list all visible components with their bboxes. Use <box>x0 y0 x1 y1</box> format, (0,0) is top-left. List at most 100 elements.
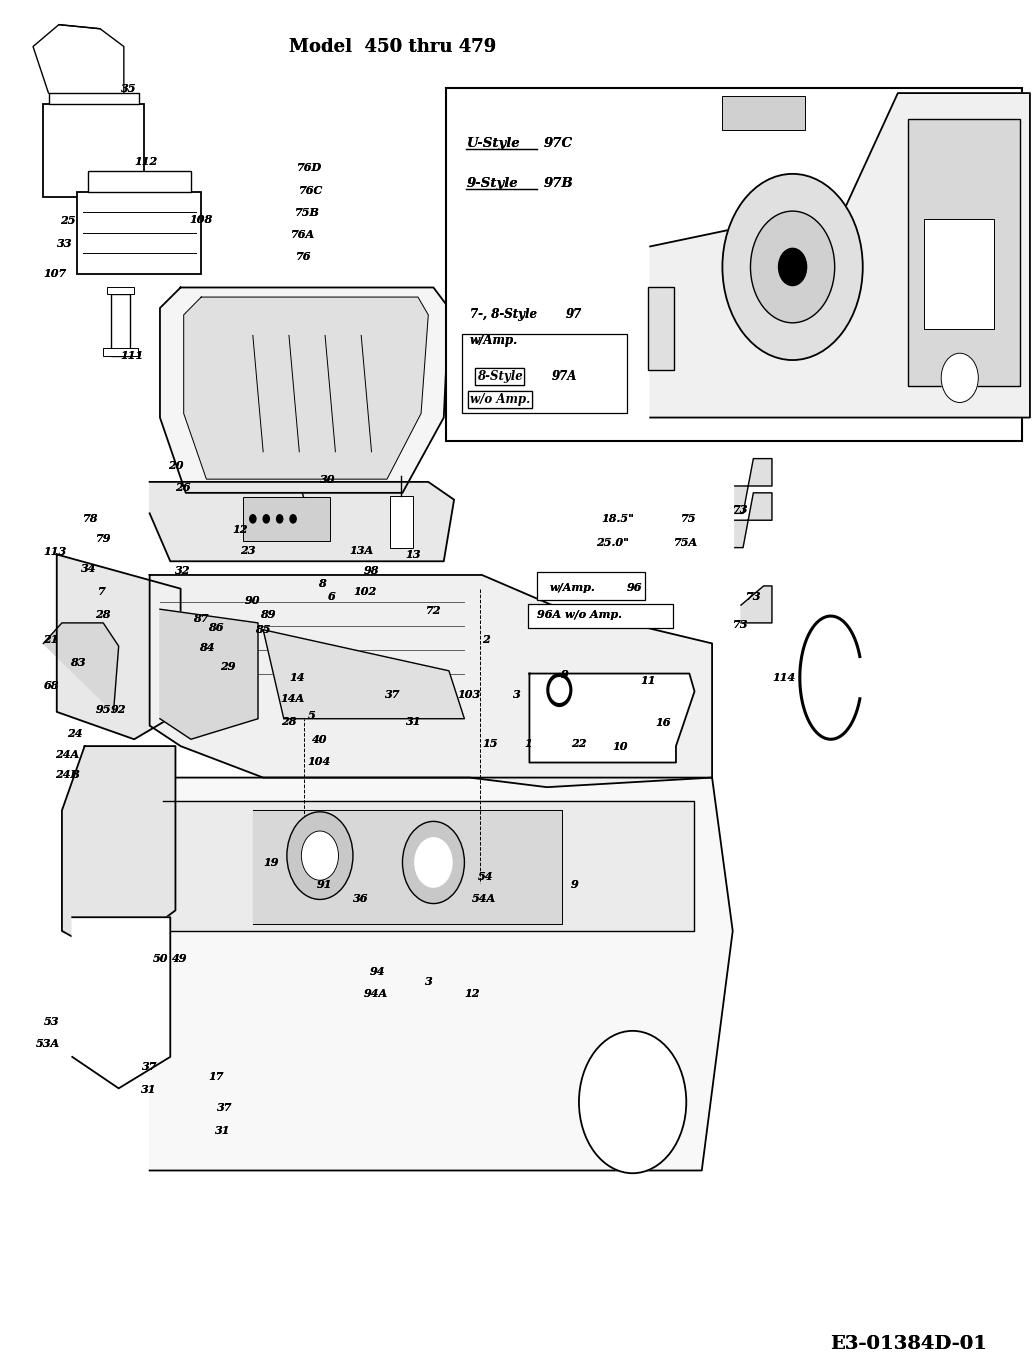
Text: 9: 9 <box>560 669 569 680</box>
Text: 113: 113 <box>43 546 67 557</box>
Text: 6: 6 <box>328 591 336 602</box>
Text: 76: 76 <box>296 251 312 261</box>
Text: 31: 31 <box>141 1084 157 1095</box>
Text: 85: 85 <box>255 624 270 635</box>
Text: 75A: 75A <box>674 537 698 548</box>
Text: w/Amp.: w/Amp. <box>550 582 595 593</box>
Text: 8: 8 <box>318 578 326 589</box>
Text: 73: 73 <box>746 591 762 602</box>
Text: 3: 3 <box>425 976 433 987</box>
Text: 111: 111 <box>121 350 144 361</box>
Text: 97C: 97C <box>544 137 573 151</box>
Text: 26: 26 <box>175 482 191 493</box>
Text: 9: 9 <box>560 669 569 680</box>
Text: 19: 19 <box>263 857 279 868</box>
Text: 18.5": 18.5" <box>602 513 635 524</box>
Text: 17: 17 <box>208 1071 224 1082</box>
Text: 31: 31 <box>406 716 421 727</box>
Text: 73: 73 <box>746 591 762 602</box>
Text: 10: 10 <box>612 741 627 752</box>
Text: 76A: 76A <box>291 229 315 240</box>
Text: 76C: 76C <box>299 185 324 196</box>
Text: 13A: 13A <box>349 545 373 556</box>
Text: 31: 31 <box>406 716 421 727</box>
Text: 97: 97 <box>566 308 582 322</box>
Text: 30: 30 <box>320 474 335 485</box>
Text: 107: 107 <box>43 268 67 279</box>
Text: 91: 91 <box>317 879 332 890</box>
Text: 68: 68 <box>43 680 59 691</box>
Text: 98: 98 <box>363 565 379 576</box>
Text: 53A: 53A <box>36 1038 60 1049</box>
Bar <box>43 104 144 197</box>
Polygon shape <box>529 674 695 763</box>
Text: 9-Style: 9-Style <box>466 177 518 190</box>
Text: E3-01384D-01: E3-01384D-01 <box>830 1335 987 1354</box>
Circle shape <box>778 248 807 286</box>
Circle shape <box>722 174 863 360</box>
Text: w/Amp.: w/Amp. <box>470 334 518 348</box>
Text: 24A: 24A <box>55 749 78 760</box>
Text: 73: 73 <box>733 504 748 515</box>
Polygon shape <box>741 586 772 623</box>
Text: 28: 28 <box>281 716 296 727</box>
Text: 97A: 97A <box>552 370 578 383</box>
Text: 12: 12 <box>464 988 480 999</box>
Text: 75A: 75A <box>674 537 698 548</box>
Text: 72: 72 <box>426 605 442 616</box>
Circle shape <box>750 211 835 323</box>
Bar <box>908 119 1020 386</box>
Text: 22: 22 <box>571 738 586 749</box>
Circle shape <box>263 515 269 523</box>
Text: 103: 103 <box>457 689 481 700</box>
Text: 28: 28 <box>95 609 110 620</box>
Bar <box>462 334 627 413</box>
Text: 107: 107 <box>43 268 67 279</box>
Text: 75B: 75B <box>295 207 320 218</box>
Text: 24: 24 <box>67 728 83 739</box>
Text: w/o Amp.: w/o Amp. <box>470 393 529 407</box>
Text: 75: 75 <box>681 513 697 524</box>
Text: Model  450 thru 479: Model 450 thru 479 <box>289 37 495 56</box>
Text: 1: 1 <box>524 738 533 749</box>
Text: 24B: 24B <box>55 769 79 780</box>
Text: 96A w/o Amp.: 96A w/o Amp. <box>537 609 621 620</box>
Text: 23: 23 <box>240 545 256 556</box>
Text: 87: 87 <box>193 613 208 624</box>
Text: 87: 87 <box>193 613 208 624</box>
Circle shape <box>290 515 296 523</box>
Text: 33: 33 <box>57 238 72 249</box>
Text: 30: 30 <box>320 474 335 485</box>
Text: 25: 25 <box>60 215 75 226</box>
Text: 24B: 24B <box>55 769 79 780</box>
Text: 94A: 94A <box>363 988 387 999</box>
Text: 76C: 76C <box>299 185 324 196</box>
Text: 13: 13 <box>406 549 421 560</box>
Text: 31: 31 <box>141 1084 157 1095</box>
Text: 94: 94 <box>369 967 385 977</box>
Text: 37: 37 <box>142 1061 158 1072</box>
Polygon shape <box>160 287 449 493</box>
Text: 102: 102 <box>353 586 377 597</box>
Circle shape <box>277 515 283 523</box>
Text: 114: 114 <box>772 672 796 683</box>
Polygon shape <box>263 630 464 719</box>
Polygon shape <box>735 459 772 513</box>
Text: 76A: 76A <box>291 229 315 240</box>
Text: 20: 20 <box>168 460 184 471</box>
Text: 12: 12 <box>232 524 248 535</box>
Bar <box>537 572 645 600</box>
Text: 108: 108 <box>189 214 213 225</box>
Text: 84: 84 <box>199 642 215 653</box>
Circle shape <box>579 1031 686 1173</box>
Text: 53: 53 <box>43 1016 59 1027</box>
Text: 36: 36 <box>353 893 368 904</box>
Text: 7: 7 <box>98 586 106 597</box>
Bar <box>77 192 201 274</box>
Text: 92: 92 <box>110 704 126 715</box>
Text: 37: 37 <box>217 1102 232 1113</box>
Bar <box>446 88 1022 441</box>
Text: 96: 96 <box>626 582 642 593</box>
Text: 35: 35 <box>121 84 136 94</box>
Polygon shape <box>735 493 772 548</box>
